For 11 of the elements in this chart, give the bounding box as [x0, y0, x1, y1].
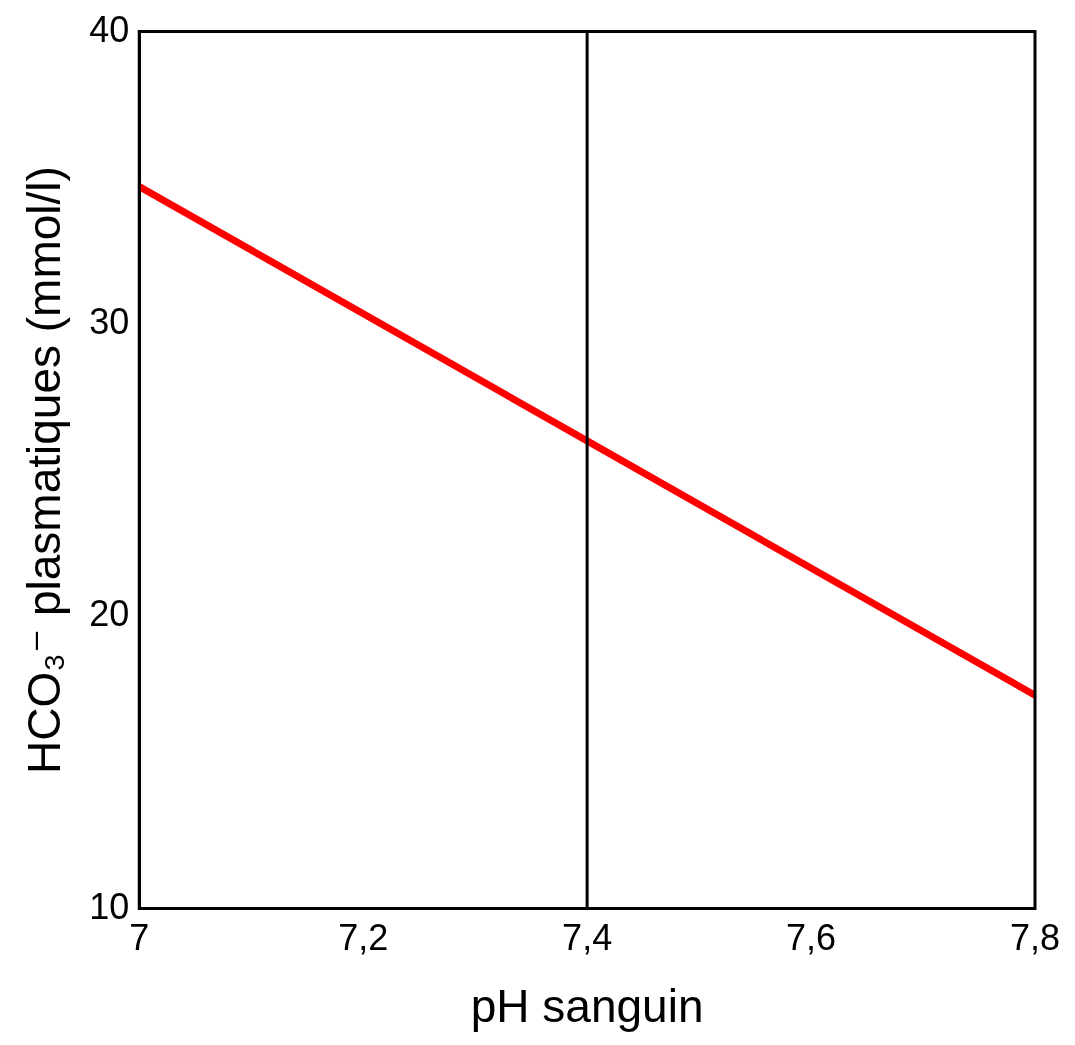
x-tick-label: 7,8 — [1009, 917, 1061, 959]
y-tick-label: 30 — [89, 300, 130, 342]
x-tick-label: 7 — [129, 917, 150, 959]
y-tick-label: 10 — [89, 885, 130, 927]
x-axis-title: pH sanguin — [470, 980, 704, 1033]
y-tick-label: 40 — [89, 8, 130, 50]
x-tick-label: 7,4 — [562, 917, 613, 959]
y-axis-title: HCO₃⁻ plasmatiques (mmol/l) — [18, 166, 71, 775]
y-tick-label: 20 — [89, 593, 130, 635]
x-tick-label: 7,6 — [786, 917, 837, 959]
x-tick-label: 7,2 — [338, 917, 389, 959]
